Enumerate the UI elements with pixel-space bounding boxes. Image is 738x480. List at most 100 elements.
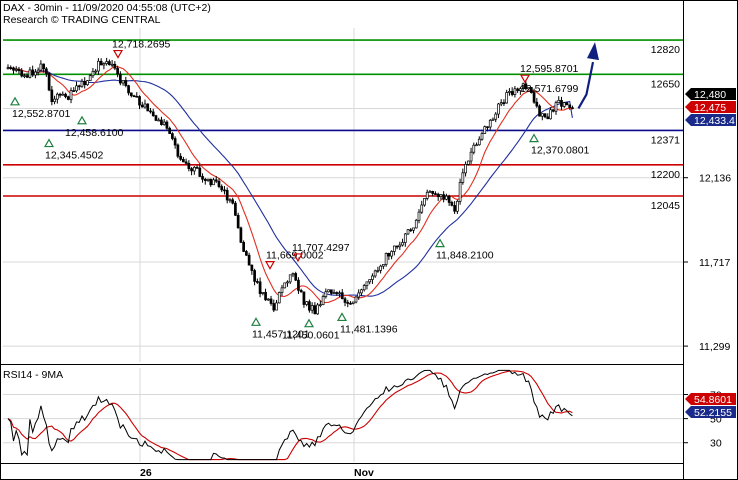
candle <box>510 87 514 97</box>
swing-annotation-label: 12,458.6100 <box>65 127 124 139</box>
candle-body <box>223 189 226 192</box>
candle <box>497 102 500 119</box>
candle-body <box>94 70 98 73</box>
candle-body <box>99 60 103 66</box>
candle <box>466 160 470 166</box>
candle <box>184 158 188 165</box>
candle-body <box>302 291 306 305</box>
swing-low-marker <box>250 317 262 326</box>
candle-body <box>425 191 429 199</box>
candle <box>162 119 166 126</box>
candle <box>535 97 539 108</box>
candle-body <box>551 109 555 112</box>
candle-body <box>316 304 319 315</box>
candle-body <box>442 194 446 200</box>
candle-body <box>546 116 550 120</box>
candle <box>360 288 363 297</box>
candle-body <box>373 270 377 277</box>
candle-body <box>220 186 224 191</box>
price-tick-label: 11,299 <box>699 341 730 353</box>
candle <box>61 91 65 96</box>
candle <box>228 198 232 203</box>
swing-low-marker <box>9 96 21 106</box>
candle <box>434 191 437 195</box>
candle <box>217 178 221 189</box>
ma-fast-value-box <box>685 101 736 113</box>
candle <box>354 295 358 304</box>
candle <box>135 92 139 98</box>
candle-body <box>154 115 158 121</box>
candle <box>212 177 215 186</box>
candle-body <box>458 182 462 202</box>
swing-high-marker <box>519 74 531 84</box>
candle <box>116 65 119 78</box>
swing-high-marker <box>264 261 276 270</box>
candle-body <box>146 103 150 112</box>
candle <box>132 94 136 98</box>
candle <box>236 212 240 229</box>
candle <box>332 289 336 294</box>
candle-body <box>14 68 18 71</box>
candle <box>118 71 122 86</box>
candle <box>275 299 278 311</box>
candle <box>480 131 484 141</box>
candle-body <box>521 83 525 90</box>
moving-averages <box>7 65 573 304</box>
candle <box>75 81 78 93</box>
candle-body <box>231 199 235 204</box>
candle-body <box>390 251 393 257</box>
candle-body <box>17 68 21 72</box>
candle <box>255 278 259 284</box>
rsi-value-box <box>685 406 736 418</box>
candle <box>58 92 62 98</box>
candle-body <box>212 179 215 186</box>
candle <box>310 302 314 314</box>
candle-body <box>540 113 544 117</box>
candle-body <box>434 193 437 195</box>
candle-body <box>275 302 278 311</box>
candle <box>88 73 92 81</box>
candle <box>209 178 213 187</box>
candle <box>324 288 328 299</box>
candle-body <box>483 126 487 134</box>
candle-body <box>77 85 81 88</box>
ma-slow-line <box>7 67 573 297</box>
candle <box>258 277 262 298</box>
candle <box>225 187 229 204</box>
candle <box>17 66 21 75</box>
candle <box>223 186 226 195</box>
candle <box>14 66 18 73</box>
candle-body <box>91 70 95 77</box>
candle <box>458 178 462 205</box>
candle <box>187 160 191 172</box>
candle <box>239 226 243 244</box>
candle-body <box>392 245 396 252</box>
candle <box>420 200 424 214</box>
chart-title: DAX - 30min - 11/09/2020 04:55:08 (UTC+2… <box>3 2 211 14</box>
candle-body <box>168 127 172 134</box>
candle <box>297 277 300 294</box>
candle-body <box>571 107 574 110</box>
candle-body <box>135 95 139 98</box>
candle <box>192 166 196 175</box>
candle-body <box>535 101 539 107</box>
candle-body <box>283 282 287 289</box>
price-tick-label: 11,717 <box>699 257 730 269</box>
candle <box>425 189 429 201</box>
swing-low-marker <box>76 115 88 125</box>
candle <box>182 156 185 163</box>
candle-body <box>332 292 336 294</box>
candle <box>143 99 147 109</box>
swing-annotation-label: 12,370.0801 <box>531 145 590 157</box>
candle <box>154 114 158 122</box>
rsi-ma-line <box>7 370 573 461</box>
candle <box>138 95 141 110</box>
candle <box>269 295 273 306</box>
candle-body <box>439 194 443 198</box>
candle-body <box>97 60 100 72</box>
candle <box>25 73 29 78</box>
candle-body <box>176 144 180 157</box>
candle <box>305 301 309 307</box>
candle-body <box>250 264 254 271</box>
